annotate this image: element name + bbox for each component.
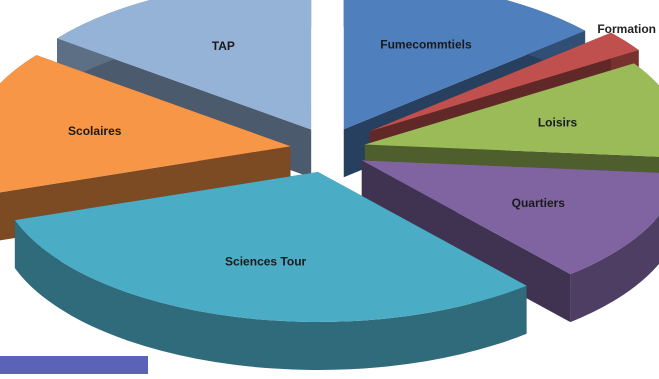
slice-loisirs	[364, 63, 659, 157]
label-scolaires: Scolaires	[68, 124, 122, 138]
label-quartiers: Quartiers	[512, 196, 566, 210]
slice-fumecommtiels	[343, 0, 586, 130]
pie-tops	[0, 0, 659, 322]
slice-scolaires	[0, 55, 291, 193]
label-tap: TAP	[212, 39, 235, 53]
slice-sciences-tour	[14, 171, 527, 322]
slice-quartiers	[361, 160, 659, 275]
label-formation: Formation	[597, 22, 656, 36]
pie-labels: Fumecommtiels Formation Loisirs Quartiers Sc…	[68, 22, 656, 269]
label-sciences-tour: Sciences Tour	[225, 255, 306, 269]
slice-formation	[369, 32, 639, 132]
label-loisirs: Loisirs	[538, 115, 578, 129]
label-fumecommtiels: Fumecommtiels	[380, 38, 472, 52]
corner-bar	[0, 356, 148, 374]
slice-tap	[57, 0, 312, 130]
slice-quartiers-side	[570, 215, 659, 323]
slice-sciences-tour-side	[14, 220, 527, 370]
